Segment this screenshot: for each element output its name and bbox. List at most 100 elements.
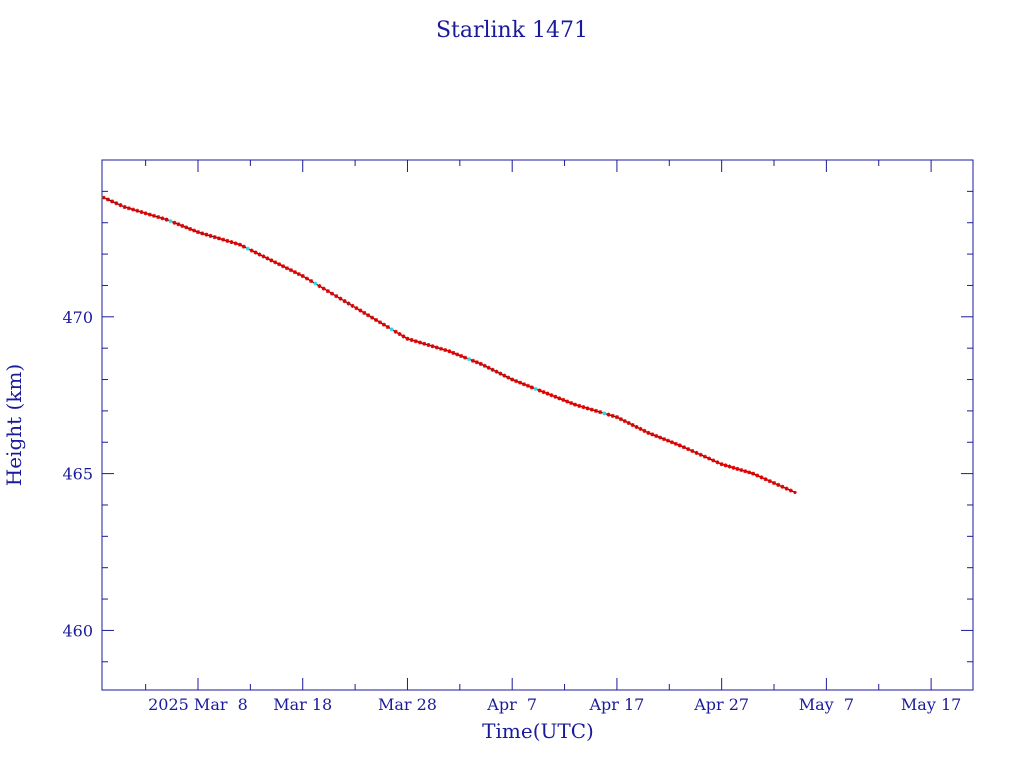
data-marker [642,428,647,433]
data-marker [727,464,732,469]
data-marker [711,458,716,463]
data-marker [502,373,507,378]
data-marker [581,405,586,410]
data-marker [681,445,686,450]
data-marker [265,256,270,261]
data-marker [135,208,140,213]
data-marker [784,486,789,491]
data-point [573,403,577,407]
data-marker [131,207,136,212]
data-point [678,443,682,447]
data-marker [172,220,177,225]
data-marker [381,322,386,327]
data-point [479,362,483,366]
data-marker [545,391,550,396]
data-marker [241,244,246,249]
data-marker [618,417,623,422]
data-marker [772,481,777,486]
data-marker [731,465,736,470]
data-marker [143,211,148,216]
data-marker [598,410,603,415]
y-tick-label: 470 [62,308,93,327]
x-tick-label: Apr 27 [693,695,749,714]
data-marker [422,341,427,346]
data-marker [694,450,699,455]
data-marker [490,367,495,372]
data-marker [634,424,639,429]
data-marker [152,213,157,218]
data-marker [253,250,258,255]
data-point [301,274,305,278]
data-marker [735,466,740,471]
data-marker [309,279,314,284]
data-point [542,390,546,394]
data-marker [743,469,748,474]
data-marker [277,262,282,267]
data-marker [759,475,764,480]
highlight-marker [168,219,173,224]
data-marker [506,375,511,380]
data-marker [438,346,443,351]
data-marker [225,238,230,243]
data-marker [494,369,499,374]
data-marker [747,470,752,475]
x-tick-label: Apr 7 [486,695,537,714]
x-tick-label: Mar 28 [378,695,437,714]
highlight-marker [389,327,394,332]
data-marker [126,206,131,211]
data-marker [118,203,123,208]
data-marker [686,447,691,452]
data-marker [426,343,431,348]
data-marker [525,383,530,388]
highlight-marker [245,246,250,251]
data-marker [569,401,574,406]
data-marker [188,226,193,231]
data-marker [518,380,523,385]
data-marker [192,228,197,233]
data-marker [147,212,152,217]
data-marker [521,382,526,387]
data-point [164,217,169,222]
data-marker [317,284,322,289]
data-point [374,318,378,322]
data-marker [658,435,663,440]
data-marker [622,419,627,424]
data-marker [413,339,418,344]
plot-border [101,159,974,691]
data-marker [430,344,435,349]
x-tick-label: May 7 [799,695,854,714]
data-marker [763,477,768,482]
data-marker [334,294,339,299]
x-axis-label: Time(UTC) [482,719,594,743]
highlight-marker [466,357,471,362]
data-marker [755,473,760,478]
data-marker [474,360,479,365]
data-marker [212,235,217,240]
data-marker [537,388,542,393]
data-marker [776,482,781,487]
data-marker [285,266,290,271]
data-marker [221,237,226,242]
x-tick-label: Mar 18 [273,695,332,714]
data-marker [434,345,439,350]
data-marker [261,254,266,259]
series-layer [101,195,797,495]
data-marker [577,403,582,408]
data-marker [529,385,534,390]
data-marker [662,437,667,442]
data-marker [139,210,144,215]
data-marker [606,412,611,417]
data-marker [204,232,209,237]
data-marker [702,454,707,459]
data-marker [650,432,655,437]
data-marker [443,348,448,353]
highlight-marker [313,281,318,286]
data-marker [304,276,309,281]
data-marker [176,222,181,227]
data-marker [557,396,562,401]
y-axis: 460 465 470 [62,190,973,663]
data-point [269,258,273,262]
data-point [343,299,347,303]
data-marker [330,291,335,296]
x-tick-label: 2025 Mar 8 [148,695,248,714]
